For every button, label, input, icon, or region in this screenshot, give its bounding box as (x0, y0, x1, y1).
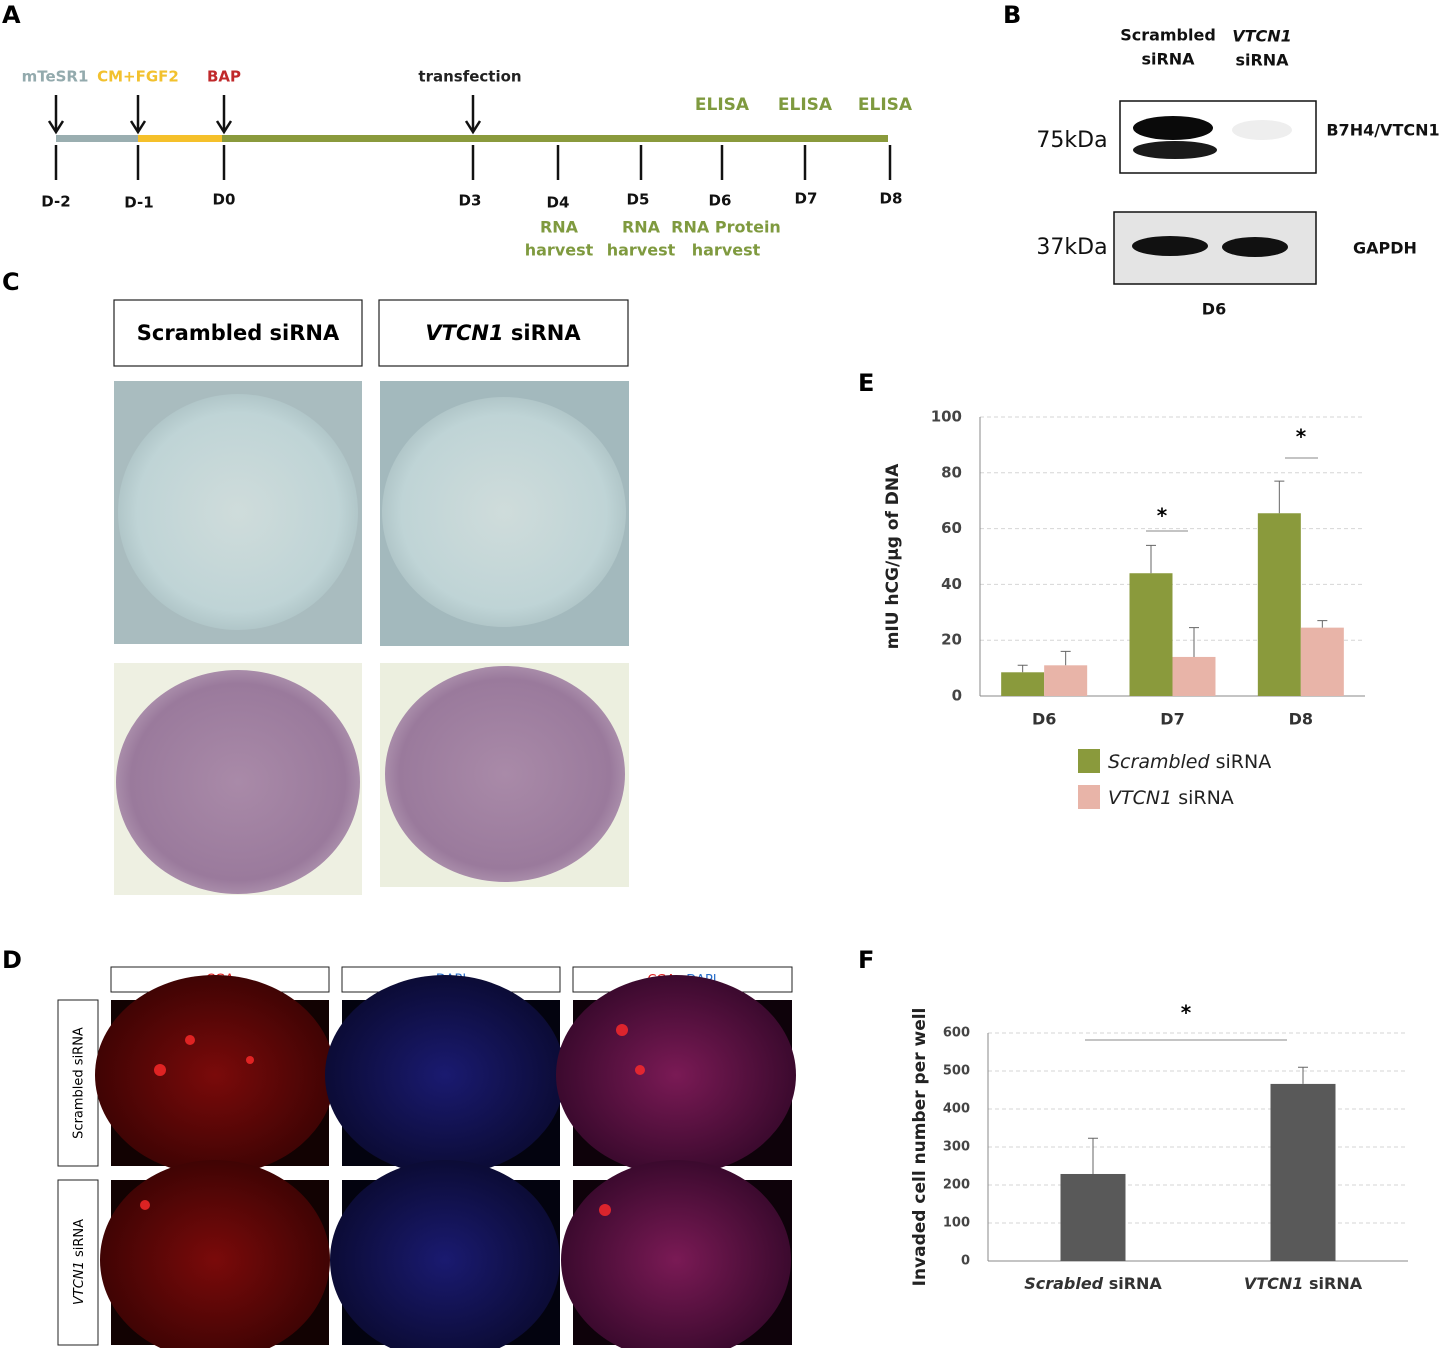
significance-mark: * (1181, 1001, 1192, 1025)
y-axis-title: mIU hCG/µg of DNA (883, 463, 903, 649)
y-tick-label: 20 (941, 631, 962, 649)
bar (1257, 513, 1301, 696)
bar (1044, 665, 1088, 696)
y-tick-label: 60 (941, 519, 962, 537)
protein-label: B7H4/VTCN1 (1326, 121, 1439, 140)
y-tick-label: 100 (931, 408, 962, 426)
x-tick-label: Scrabled siRNA (1024, 1274, 1162, 1293)
y-tick-label: 40 (941, 575, 962, 593)
row-header: Scrambled siRNA (72, 1027, 87, 1139)
bar (1270, 1083, 1336, 1261)
medium-label: CM+FGF2 (97, 68, 179, 86)
panel-label: A (2, 1, 21, 29)
harvest-labels: RNA harvest RNA harvest RNA Protein harv… (525, 218, 781, 260)
error-bar (1060, 650, 1071, 666)
timeline (54, 135, 892, 180)
image-headers: Scrambled siRNA VTCN1 siRNA (113, 299, 629, 367)
x-tick-label: D6 (1032, 710, 1056, 729)
fluor-images (95, 975, 796, 1353)
day-label: D6 (1202, 300, 1226, 319)
panel-label: B (1003, 1, 1021, 29)
day-label: D6 (709, 192, 732, 210)
y-tick-label: 0 (952, 687, 962, 705)
error-bar (1146, 544, 1156, 574)
elisa-label: ELISA (778, 95, 833, 115)
panel-label: E (858, 369, 874, 397)
y-tick-label: 0 (961, 1254, 970, 1269)
x-tick-label: VTCN1 siRNA (1244, 1274, 1363, 1293)
error-bar (1298, 1066, 1308, 1084)
day-label: D0 (213, 191, 236, 209)
day-label: D-1 (124, 194, 153, 212)
x-tick-label: D8 (1289, 710, 1313, 729)
blot-header: siRNA (1141, 50, 1195, 69)
significance-mark: * (1157, 504, 1168, 528)
blot-headers: Scrambled siRNA VTCN1 siRNA (1120, 26, 1292, 70)
harvest-label: RNA Protein (671, 218, 781, 237)
panel-label: D (2, 946, 22, 974)
error-bar (1274, 480, 1285, 514)
error-bar (1317, 620, 1328, 628)
medium-label: BAP (207, 68, 241, 86)
y-tick-label: 300 (943, 1140, 970, 1155)
bar (1060, 1173, 1126, 1261)
bar (1172, 656, 1216, 696)
legend-label: Scrambled siRNA (1108, 751, 1271, 773)
marker-label: 75kDa (1036, 128, 1107, 153)
day-label: D-2 (41, 193, 70, 211)
blot-header: siRNA (1235, 51, 1289, 70)
harvest-label: harvest (692, 241, 761, 260)
event-label: transfection (418, 68, 521, 86)
significance-mark: * (1296, 425, 1307, 449)
blot-proteins: B7H4/VTCN1 GAPDH D6 (1202, 121, 1440, 319)
timeline-labels: mTeSR1 CM+FGF2 BAP transfection ELISA EL… (22, 68, 913, 116)
error-bar (1189, 627, 1199, 657)
elisa-label: ELISA (695, 95, 750, 115)
harvest-label: harvest (525, 241, 594, 260)
error-bar (1088, 1137, 1098, 1174)
y-tick-label: 100 (943, 1216, 970, 1231)
protein-label: GAPDH (1353, 239, 1417, 258)
arrows (47, 95, 482, 135)
y-tick-label: 200 (943, 1178, 970, 1193)
bar (1001, 672, 1045, 696)
elisa-label: ELISA (858, 95, 913, 115)
row-header: VTCN1 siRNA (72, 1219, 87, 1305)
harvest-label: RNA (540, 218, 579, 237)
medium-label: mTeSR1 (22, 68, 89, 86)
harvest-label: harvest (607, 241, 676, 260)
y-tick-label: 400 (943, 1102, 970, 1117)
day-label: D3 (459, 192, 482, 210)
bar (1300, 627, 1344, 696)
micrographs (114, 381, 629, 895)
day-label: D4 (547, 194, 570, 212)
y-tick-label: 600 (943, 1026, 970, 1041)
harvest-label: RNA (622, 218, 661, 237)
day-label: D7 (795, 190, 818, 208)
day-labels: D-2 D-1 D0 D3 D4 D5 D6 D7 D8 (41, 190, 902, 212)
panel-label: C (2, 268, 20, 296)
blot-markers: 75kDa 37kDa (1036, 128, 1107, 260)
y-tick-label: 500 (943, 1064, 970, 1079)
y-axis-title: Invaded cell number per well (910, 1008, 930, 1287)
day-label: D8 (880, 190, 903, 208)
column-header: VTCN1 siRNA (425, 321, 581, 345)
day-label: D5 (627, 191, 650, 209)
bar (1129, 573, 1173, 696)
y-tick-label: 80 (941, 463, 962, 481)
panel-label: F (858, 946, 874, 974)
legend-swatch (1078, 749, 1100, 773)
legend-label: VTCN1 siRNA (1108, 787, 1234, 809)
error-bar (1017, 664, 1028, 673)
blot-header: VTCN1 (1232, 27, 1292, 46)
column-header: Scrambled siRNA (137, 321, 340, 345)
blot-header: Scrambled (1120, 26, 1216, 45)
legend-swatch (1078, 785, 1100, 809)
blots (1113, 100, 1317, 285)
marker-label: 37kDa (1036, 235, 1107, 260)
x-tick-label: D7 (1160, 710, 1184, 729)
